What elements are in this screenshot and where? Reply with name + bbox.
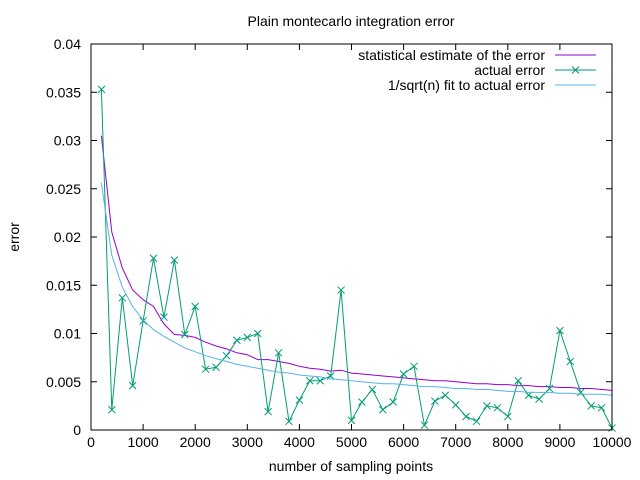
data-point <box>420 421 429 430</box>
data-point <box>378 405 387 414</box>
legend-label: 1/sqrt(n) fit to actual error <box>388 77 546 93</box>
data-point <box>222 351 231 360</box>
data-point <box>545 384 554 393</box>
data-point <box>118 293 127 302</box>
data-point <box>201 365 210 374</box>
chart-title: Plain montecarlo integration error <box>248 13 455 29</box>
data-point <box>139 317 147 325</box>
data-point <box>170 256 179 265</box>
data-point <box>514 376 523 385</box>
x-tick-label: 1000 <box>128 434 159 450</box>
data-point <box>483 402 491 410</box>
axis-ticks: 0 1000 2000 3000 4000 5000 6000 7000 8000 9000 100… <box>46 36 632 450</box>
data-point <box>264 407 272 416</box>
data-point <box>399 370 408 378</box>
data-point <box>556 326 564 335</box>
data-point <box>389 398 398 406</box>
data-point <box>295 396 304 404</box>
y-axis-label: error <box>6 222 22 252</box>
data-point <box>337 286 345 294</box>
data-point <box>191 302 200 311</box>
data-point <box>410 362 418 371</box>
data-point <box>97 85 106 94</box>
data-point <box>441 391 450 400</box>
series-line <box>100 182 613 396</box>
series-3 <box>100 182 613 396</box>
data-point <box>212 363 220 372</box>
data-point <box>233 336 241 345</box>
y-tick-label: 0.04 <box>54 36 81 52</box>
y-tick-label: 0.025 <box>46 181 81 197</box>
y-tick-label: 0.03 <box>54 133 81 149</box>
series-group <box>97 85 616 432</box>
y-tick-label: 0.035 <box>46 84 81 100</box>
y-tick-label: 0.005 <box>46 374 81 390</box>
data-point <box>305 376 314 385</box>
data-point <box>160 313 168 321</box>
data-point <box>431 397 439 405</box>
y-tick-label: 0.01 <box>54 326 81 342</box>
data-point <box>149 254 158 263</box>
legend: statistical estimate of the erroractual … <box>358 47 596 93</box>
data-point <box>472 417 481 426</box>
legend-label: statistical estimate of the error <box>358 47 545 63</box>
y-tick-label: 0 <box>73 422 81 438</box>
series-2 <box>97 85 616 432</box>
data-point <box>576 388 585 397</box>
data-point <box>493 403 502 412</box>
x-tick-label: 3000 <box>232 434 263 450</box>
y-tick-label: 0.02 <box>54 229 81 245</box>
data-point <box>503 412 512 421</box>
plot-frame <box>90 43 613 431</box>
data-point <box>285 417 293 426</box>
data-point <box>597 403 606 412</box>
x-tick-label: 9000 <box>544 434 575 450</box>
x-tick-label: 0 <box>87 434 95 450</box>
x-tick-label: 8000 <box>492 434 523 450</box>
data-point <box>107 405 116 414</box>
series-1 <box>100 135 613 391</box>
data-point <box>535 395 543 403</box>
x-tick-label: 4000 <box>284 434 315 450</box>
data-point <box>128 381 137 390</box>
data-point <box>180 330 189 339</box>
x-axis-label: number of sampling points <box>269 458 433 474</box>
data-point <box>274 348 283 357</box>
data-point <box>358 398 366 406</box>
data-point <box>566 357 575 366</box>
data-point <box>347 416 356 425</box>
data-point <box>368 385 377 394</box>
x-tick-label: 6000 <box>388 434 419 450</box>
data-point <box>462 412 470 421</box>
data-point <box>587 402 596 410</box>
legend-marker <box>571 66 580 74</box>
data-point <box>316 376 325 385</box>
series-line <box>100 89 613 429</box>
x-tick-label: 5000 <box>336 434 367 450</box>
x-tick-label: 7000 <box>440 434 471 450</box>
data-point <box>524 391 533 400</box>
series-line <box>100 135 613 391</box>
x-tick-label: 2000 <box>180 434 211 450</box>
data-point <box>243 333 252 342</box>
y-tick-label: 0.015 <box>46 277 81 293</box>
data-point <box>451 401 460 409</box>
x-tick-label: 10000 <box>593 434 632 450</box>
legend-label: actual error <box>474 62 545 78</box>
data-point <box>253 329 262 338</box>
